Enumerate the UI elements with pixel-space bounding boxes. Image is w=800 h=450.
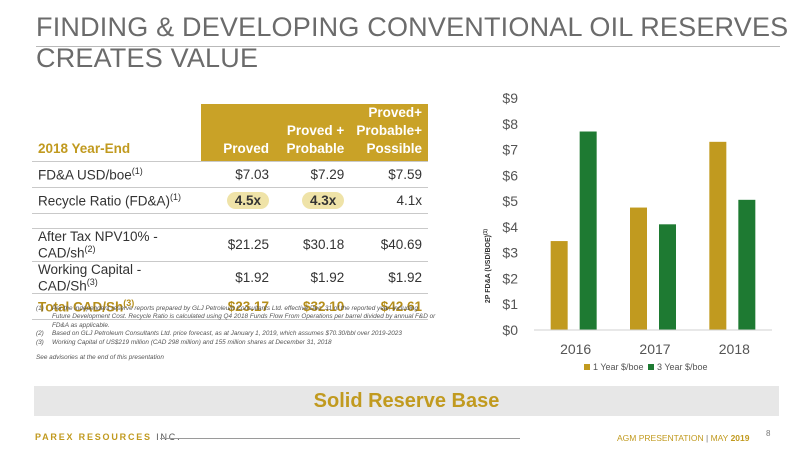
col-header-proved: Proved <box>200 104 275 162</box>
title-divider <box>36 46 780 47</box>
slide-title: FINDING & DEVELOPING CONVENTIONAL OIL RE… <box>36 12 789 73</box>
y-tick-label: $8 <box>502 116 518 132</box>
table-spacer <box>32 213 428 229</box>
bar-three-year <box>738 199 756 330</box>
col-header-line: Proved <box>223 141 269 156</box>
solid-reserve-banner: Solid Reserve Base <box>34 386 779 416</box>
col-header-proved-probable: Proved + Probable <box>275 104 351 162</box>
brand-name: PAREX RESOURCES <box>35 432 152 442</box>
footer-divider <box>160 438 520 439</box>
table-row: Working Capital - CAD/Sh(3) $1.92 $1.92 … <box>32 260 428 294</box>
row-label: Recycle Ratio (FD&A)(1) <box>32 187 201 214</box>
col-header-line: Proved+ <box>368 105 422 120</box>
advisory-note: See advisories at the end of this presen… <box>36 354 164 362</box>
cell-value: $40.69 <box>350 228 428 261</box>
y-tick-label: $0 <box>502 322 518 338</box>
cell-value: $7.03 <box>200 161 275 188</box>
row-label: After Tax NPV10% - CAD/sh(2) <box>32 228 201 261</box>
x-tick-label: 2016 <box>560 341 591 357</box>
highlight-badge: 4.5x <box>226 192 269 209</box>
table-header-row: 2018 Year-End Proved Proved + Probable P… <box>32 104 428 162</box>
col-header-line: Probable+ <box>356 123 422 138</box>
brand-suffix: INC. <box>156 432 182 442</box>
cell-value: 4.1x <box>350 187 428 214</box>
table-row: Recycle Ratio (FD&A)(1) 4.5x 4.3x 4.1x <box>32 187 428 214</box>
table-row: After Tax NPV10% - CAD/sh(2) $21.25 $30.… <box>32 228 428 261</box>
y-tick-label: $6 <box>502 167 518 183</box>
svg-text:2P FD&A (USD/BOE)(1): 2P FD&A (USD/BOE)(1) <box>483 229 492 304</box>
y-tick-label: $7 <box>502 142 518 158</box>
x-tick-label: 2018 <box>719 341 750 357</box>
event-month: MAY <box>710 433 729 443</box>
highlight-badge: 4.3x <box>302 192 345 209</box>
footnotes: (1) Per the independent reserve reports p… <box>36 305 436 362</box>
row-label: FD&A USD/boe(1) <box>32 161 201 188</box>
legend-swatch <box>648 364 654 370</box>
y-tick-label: $9 <box>502 90 518 106</box>
cell-value: $7.59 <box>350 161 428 188</box>
footer-event: AGM PRESENTATION | MAY 2019 <box>617 433 750 443</box>
cell-value: $1.92 <box>200 260 275 294</box>
table-total-row: Total CAD/Sh(3) $23.17 $32.10 $42.61 <box>32 293 428 320</box>
bar-one-year <box>550 241 568 330</box>
y-tick-label: $1 <box>502 296 518 312</box>
footnote: (2) Based on GLJ Petroleum Consultants Lt… <box>36 330 402 338</box>
y-tick-label: $3 <box>502 245 518 261</box>
cell-value: $1.92 <box>275 260 351 294</box>
col-header-line: Possible <box>366 141 422 156</box>
reserves-table: 2018 Year-End Proved Proved + Probable P… <box>32 104 428 320</box>
cell-value: $23.17 <box>200 293 275 320</box>
cell-value: 4.3x <box>275 187 351 214</box>
year-end-header: 2018 Year-End <box>38 141 131 156</box>
y-tick-label: $5 <box>502 193 518 209</box>
table-row: FD&A USD/boe(1) $7.03 $7.29 $7.59 <box>32 161 428 188</box>
fda-bar-chart: 2P FD&A (USD/BOE)(1) $0 $1 $2 $3 $4 $5 $6 $7 $8 $… <box>483 90 772 372</box>
cell-value: 4.5x <box>200 187 275 214</box>
event-name: AGM PRESENTATION <box>617 433 704 443</box>
bar-three-year <box>659 224 676 330</box>
col-header-proved-probable-possible: Proved+ Probable+ Possible <box>350 104 428 162</box>
x-tick-label: 2017 <box>639 341 670 357</box>
legend-label: 3 Year $/boe <box>657 362 708 372</box>
footnote: (1) Per the independent reserve reports p… <box>36 305 436 329</box>
y-axis-label: 2P FD&A (USD/BOE)(1) <box>483 229 492 304</box>
row-label: Total CAD/Sh(3) <box>32 293 201 320</box>
y-tick-label: $4 <box>502 219 518 235</box>
y-tick-label: $2 <box>502 270 518 286</box>
legend-swatch <box>584 364 590 370</box>
col-header-line: Probable <box>286 141 345 156</box>
cell-value: $42.61 <box>350 293 428 320</box>
cell-value: $30.18 <box>275 228 351 261</box>
footnote: (3) Working Capital of US$219 million (CA… <box>36 338 332 346</box>
y-axis-label-sup: (1) <box>483 229 489 235</box>
cell-value: $32.10 <box>275 293 351 320</box>
cell-value: $1.92 <box>350 260 428 294</box>
cell-value: $7.29 <box>275 161 351 188</box>
event-year: 2019 <box>730 433 750 443</box>
cell-value: $21.25 <box>200 228 275 261</box>
page-number: 8 <box>766 429 771 438</box>
bar-three-year <box>579 131 597 330</box>
footer-brand: PAREX RESOURCES INC. <box>35 432 181 442</box>
col-header-line: Proved + <box>286 123 345 138</box>
legend-label: 1 Year $/boe <box>593 362 644 372</box>
row-label: Working Capital - CAD/Sh(3) <box>32 260 201 294</box>
footer-separator: | <box>705 433 709 443</box>
bar-one-year <box>709 141 727 330</box>
bar-one-year <box>630 207 647 330</box>
